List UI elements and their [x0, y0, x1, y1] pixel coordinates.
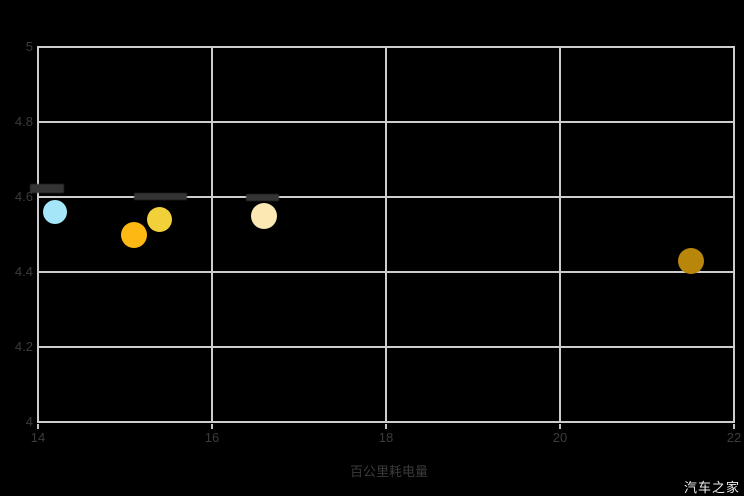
illegible-annotation: [134, 193, 187, 200]
horizontal-gridline: [37, 271, 735, 273]
yellow-bubble[interactable]: [147, 207, 173, 232]
light-blue-bubble[interactable]: [43, 200, 68, 224]
x-axis-tick: [37, 424, 39, 429]
vertical-gridline: [211, 46, 213, 423]
x-tick-label: 20: [552, 430, 568, 445]
vertical-gridline: [733, 46, 735, 423]
horizontal-gridline: [37, 121, 735, 123]
x-axis-tick: [733, 424, 735, 429]
x-axis-title: 百公里耗电量: [349, 464, 428, 479]
watermark-autohome: 汽车之家: [683, 480, 740, 495]
horizontal-gridline: [37, 46, 735, 48]
x-axis-tick: [385, 424, 387, 429]
dark-gold-bubble[interactable]: [677, 247, 704, 274]
x-tick-label: 18: [378, 430, 394, 445]
x-tick-label: 22: [726, 430, 742, 445]
cream-bubble[interactable]: [251, 202, 278, 229]
x-axis-tick: [211, 424, 213, 429]
orange-bubble[interactable]: [120, 221, 147, 248]
horizontal-gridline: [37, 421, 735, 423]
vertical-gridline: [559, 46, 561, 423]
y-tick-label: 5: [25, 39, 33, 54]
y-tick-label: 4.8: [14, 114, 33, 129]
y-tick-label: 4.6: [14, 189, 33, 204]
horizontal-gridline: [37, 346, 735, 348]
x-tick-label: 14: [30, 430, 46, 445]
illegible-annotation: [30, 184, 64, 193]
illegible-annotation: [246, 194, 279, 201]
x-tick-label: 16: [204, 430, 220, 445]
vertical-gridline: [37, 46, 39, 423]
x-axis-tick: [559, 424, 561, 429]
y-tick-label: 4.4: [14, 264, 33, 279]
horizontal-gridline: [37, 196, 735, 198]
y-tick-label: 4.2: [14, 339, 33, 354]
vertical-gridline: [385, 46, 387, 423]
y-tick-label: 4: [25, 414, 33, 429]
